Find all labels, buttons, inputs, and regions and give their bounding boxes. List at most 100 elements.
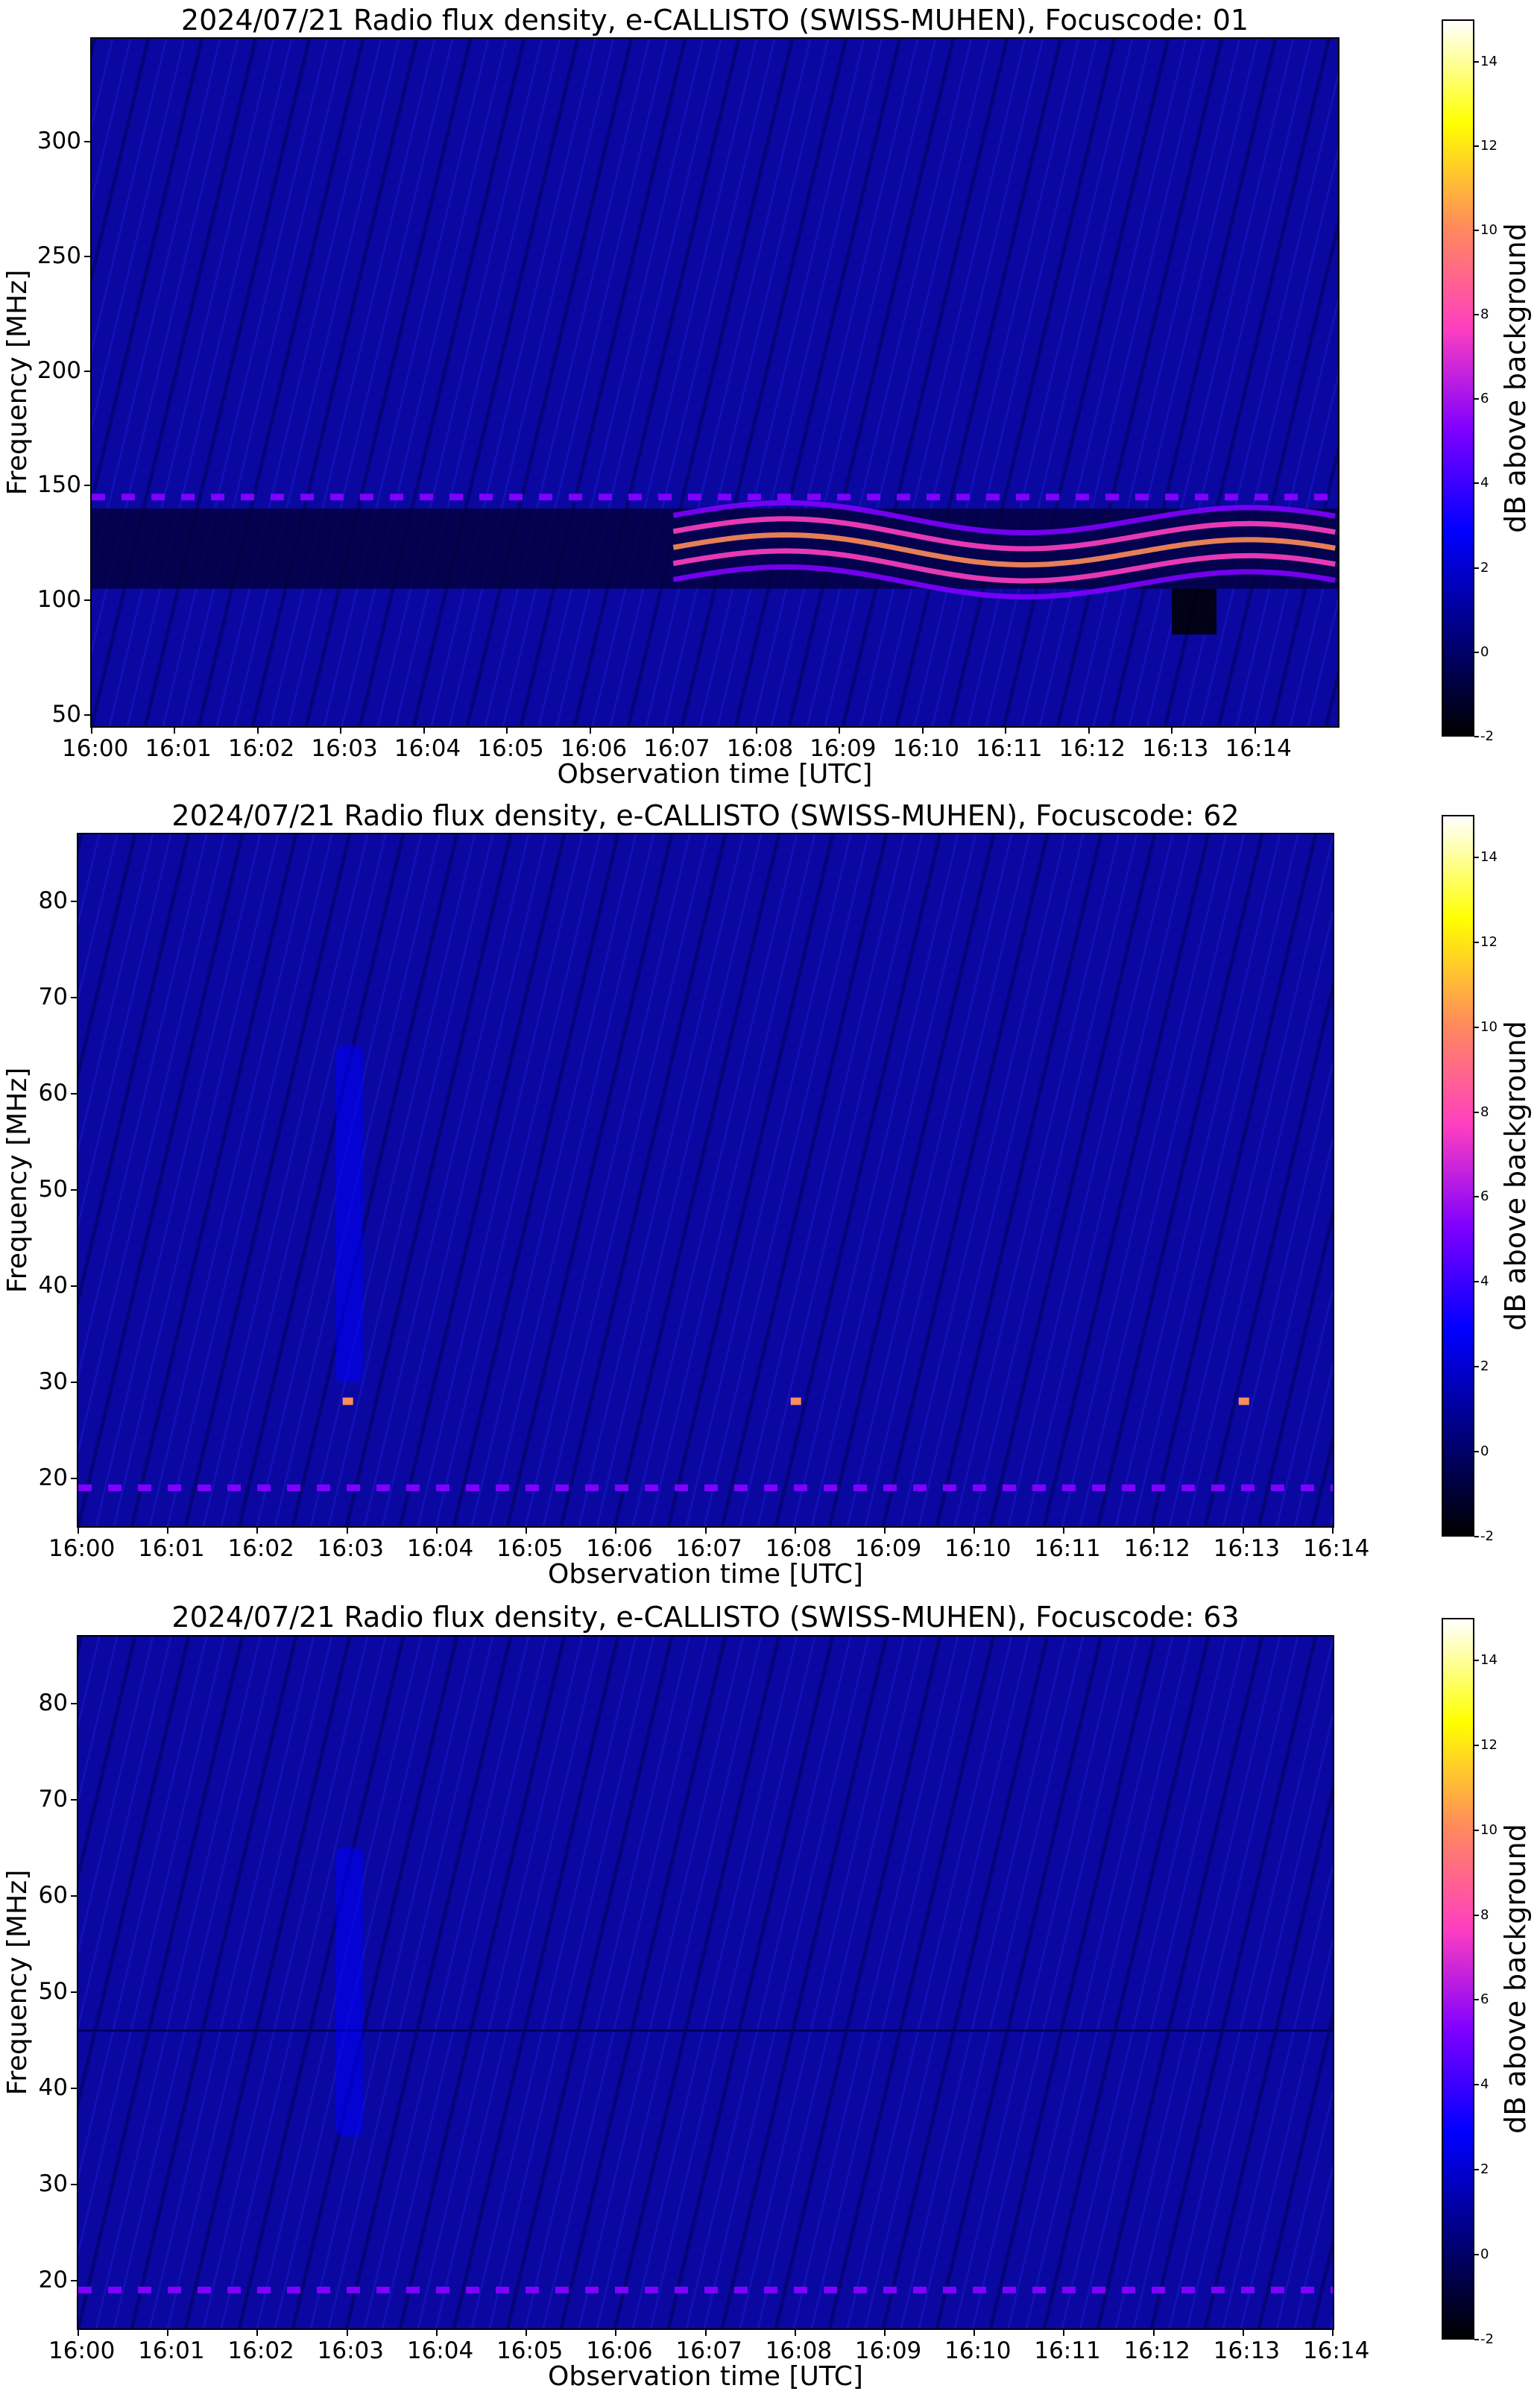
interference-streak xyxy=(1240,1134,1333,1526)
interference-streak xyxy=(1203,980,1333,1526)
x-tick-mark xyxy=(167,1528,169,1534)
interference-streak xyxy=(1307,596,1338,726)
interference-streak xyxy=(78,834,191,1308)
colorbar-tick-label: 10 xyxy=(1480,1821,1498,1838)
y-tick-mark xyxy=(71,1093,77,1095)
x-tick-mark xyxy=(589,728,591,734)
colorbar-tick-mark xyxy=(1474,1111,1479,1113)
interference-streak xyxy=(864,1637,1031,2328)
x-tick-label: 16:01 xyxy=(138,2337,205,2364)
x-tick-mark xyxy=(526,2330,528,2336)
interference-streak xyxy=(92,39,186,432)
colorbar-tick-mark xyxy=(1474,482,1479,485)
spectrogram-plot-area xyxy=(77,1635,1334,2330)
interference-streak xyxy=(505,1637,674,2328)
vertical-burst xyxy=(335,1848,363,2137)
interference-streak xyxy=(202,834,369,1526)
interference-streak xyxy=(430,39,597,726)
x-tick-mark xyxy=(921,728,924,734)
interference-streak xyxy=(78,1637,172,2032)
x-tick-label: 16:03 xyxy=(317,1535,384,1562)
interference-streak xyxy=(465,39,634,726)
interference-streak xyxy=(78,834,172,1229)
x-tick-label: 16:04 xyxy=(394,735,461,762)
chart-title: 2024/07/21 Radio flux density, e-CALLIST… xyxy=(171,1601,1240,1634)
spectrogram-plot-area xyxy=(77,833,1334,1528)
interference-streak xyxy=(435,1637,602,2328)
x-tick-label: 16:01 xyxy=(138,1535,205,1562)
interference-streak xyxy=(183,1637,352,2328)
colorbar-tick-mark xyxy=(1474,60,1479,63)
interference-streak xyxy=(78,1637,226,2258)
spectrogram-image xyxy=(92,39,1338,726)
interference-streak xyxy=(148,1637,315,2328)
interference-streak xyxy=(1079,834,1246,1526)
interference-streak xyxy=(609,39,776,726)
interference-streak xyxy=(698,39,865,726)
colorbar-tick-label: 12 xyxy=(1480,933,1498,950)
x-tick-label: 16:02 xyxy=(227,1535,294,1562)
colorbar-tick-mark xyxy=(1474,314,1479,316)
colorbar-tick-label: 2 xyxy=(1480,559,1489,576)
interference-streak xyxy=(92,39,151,285)
interference-streak xyxy=(1132,1637,1299,2328)
spectrogram-image xyxy=(78,834,1333,1526)
interference-streak xyxy=(1168,834,1333,1526)
interference-streak xyxy=(1186,1710,1333,2328)
interference-streak xyxy=(1275,2088,1333,2328)
interference-streak xyxy=(327,834,494,1526)
colorbar-tick-label: 6 xyxy=(1480,1188,1489,1205)
interference-streak xyxy=(596,834,763,1526)
interference-streak xyxy=(291,1637,459,2328)
interference-streak xyxy=(971,834,1138,1526)
x-tick-label: 16:09 xyxy=(854,1535,922,1562)
x-tick-label: 16:11 xyxy=(976,735,1043,762)
interference-streak xyxy=(774,1637,942,2328)
interference-streak xyxy=(720,834,889,1526)
spectrogram-image xyxy=(78,1637,1333,2328)
interference-streak xyxy=(113,1637,280,2328)
interference-streak xyxy=(1275,1285,1333,1526)
x-tick-label: 16:05 xyxy=(496,2337,564,2364)
interference-streak xyxy=(1042,834,1211,1526)
interference-streak xyxy=(913,39,1080,726)
interference-streak xyxy=(237,1637,405,2328)
interference-streak xyxy=(452,834,620,1526)
interference-streak xyxy=(363,834,530,1526)
interference-streak xyxy=(542,834,709,1526)
interference-streak xyxy=(703,834,870,1526)
y-tick-mark xyxy=(71,1477,77,1479)
interference-streak xyxy=(877,39,1044,726)
interference-streak xyxy=(448,39,615,726)
x-tick-mark xyxy=(423,728,425,734)
interference-streak xyxy=(78,1637,154,1956)
interference-streak xyxy=(92,39,239,656)
dark-patch xyxy=(1172,588,1217,635)
colorbar-tick-label: 12 xyxy=(1480,1736,1498,1753)
interference-streak xyxy=(1055,39,1224,726)
x-tick-label: 16:12 xyxy=(1058,735,1126,762)
interference-streak xyxy=(78,1637,244,2328)
y-tick-label: 250 xyxy=(37,242,81,269)
interference-streak xyxy=(752,39,919,726)
interference-streak xyxy=(1216,218,1338,726)
colorbar-tick-label: 6 xyxy=(1480,1991,1489,2008)
y-tick-label: 30 xyxy=(38,1367,68,1395)
x-tick-label: 16:11 xyxy=(1034,1535,1101,1562)
x-tick-mark xyxy=(973,1528,976,1534)
colorbar-tick-mark xyxy=(1474,1451,1479,1453)
x-tick-mark xyxy=(340,728,342,734)
x-tick-mark xyxy=(794,2330,796,2336)
interference-streak xyxy=(1002,39,1170,726)
y-tick-mark xyxy=(71,1285,77,1287)
interference-streak xyxy=(1025,834,1192,1526)
y-tick-mark xyxy=(71,1381,77,1383)
x-tick-label: 16:13 xyxy=(1213,2337,1281,2364)
interference-streak xyxy=(519,39,687,726)
colorbar xyxy=(1442,815,1474,1537)
x-tick-mark xyxy=(435,1528,438,1534)
y-tick-mark xyxy=(71,2087,77,2089)
interference-streak xyxy=(78,834,244,1526)
interference-streak xyxy=(846,834,1013,1526)
y-tick-label: 200 xyxy=(37,356,81,384)
